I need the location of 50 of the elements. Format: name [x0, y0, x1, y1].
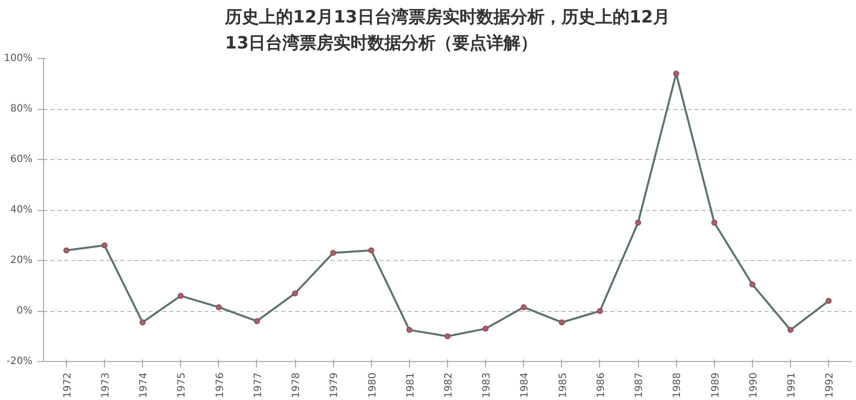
x-tick-label: 1984	[520, 372, 531, 398]
y-tick-label: 100%	[4, 53, 33, 64]
point	[673, 70, 680, 77]
x-tick-label: 1982	[444, 372, 454, 398]
point	[63, 247, 70, 254]
x-tick-label: 1992	[824, 372, 836, 398]
x-tick-label: 1986	[596, 372, 607, 398]
y-tick-label: 20%	[10, 255, 33, 266]
x-tick-label: 1979	[329, 372, 340, 398]
x-tick-label: 1972	[62, 372, 74, 398]
x-tick-label: 1978	[291, 372, 302, 398]
point	[596, 308, 603, 314]
x-tick-label: 1985	[558, 372, 569, 398]
point	[826, 298, 832, 304]
point	[292, 290, 298, 296]
chart-title: 历史上的12月13日台湾票房实时数据分析，历史上的12月 13日台湾票房实时数据分析（要点详解）	[224, 8, 670, 54]
point	[254, 318, 260, 324]
y-tick-label: 80%	[10, 104, 33, 114]
x-tick-label: 1973	[100, 372, 112, 398]
x-tick-label: 1988	[672, 372, 684, 398]
point	[558, 319, 565, 326]
point	[140, 319, 146, 326]
point	[520, 304, 527, 310]
y-tick-label: 0%	[16, 306, 33, 316]
point	[178, 292, 184, 299]
x-tick-label: 1989	[710, 372, 722, 398]
point	[330, 250, 336, 256]
x-tick-label: 1977	[252, 372, 264, 398]
x-tick-label: 1991	[786, 372, 798, 398]
x-tick-label: 1990	[748, 372, 760, 398]
point	[368, 247, 374, 254]
point	[216, 304, 222, 310]
y-tick-label: 40%	[10, 204, 33, 216]
point	[444, 333, 450, 340]
x-tick-label: 1974	[138, 372, 150, 398]
point	[101, 242, 108, 248]
x-tick-label: 1980	[367, 372, 378, 398]
y-tick-label: -20%	[6, 356, 33, 367]
x-tick-label: 1981	[405, 372, 416, 398]
x-tick-label: 1983	[482, 372, 493, 398]
point	[635, 220, 642, 226]
point	[749, 281, 756, 288]
point	[788, 326, 794, 333]
point	[711, 220, 718, 226]
x-tick-label: 1976	[214, 372, 226, 398]
x-tick-label: 1987	[634, 372, 646, 398]
point	[482, 326, 489, 332]
point	[406, 326, 412, 333]
y-tick-label: 60%	[10, 154, 33, 165]
x-tick-label: 1975	[176, 372, 188, 398]
